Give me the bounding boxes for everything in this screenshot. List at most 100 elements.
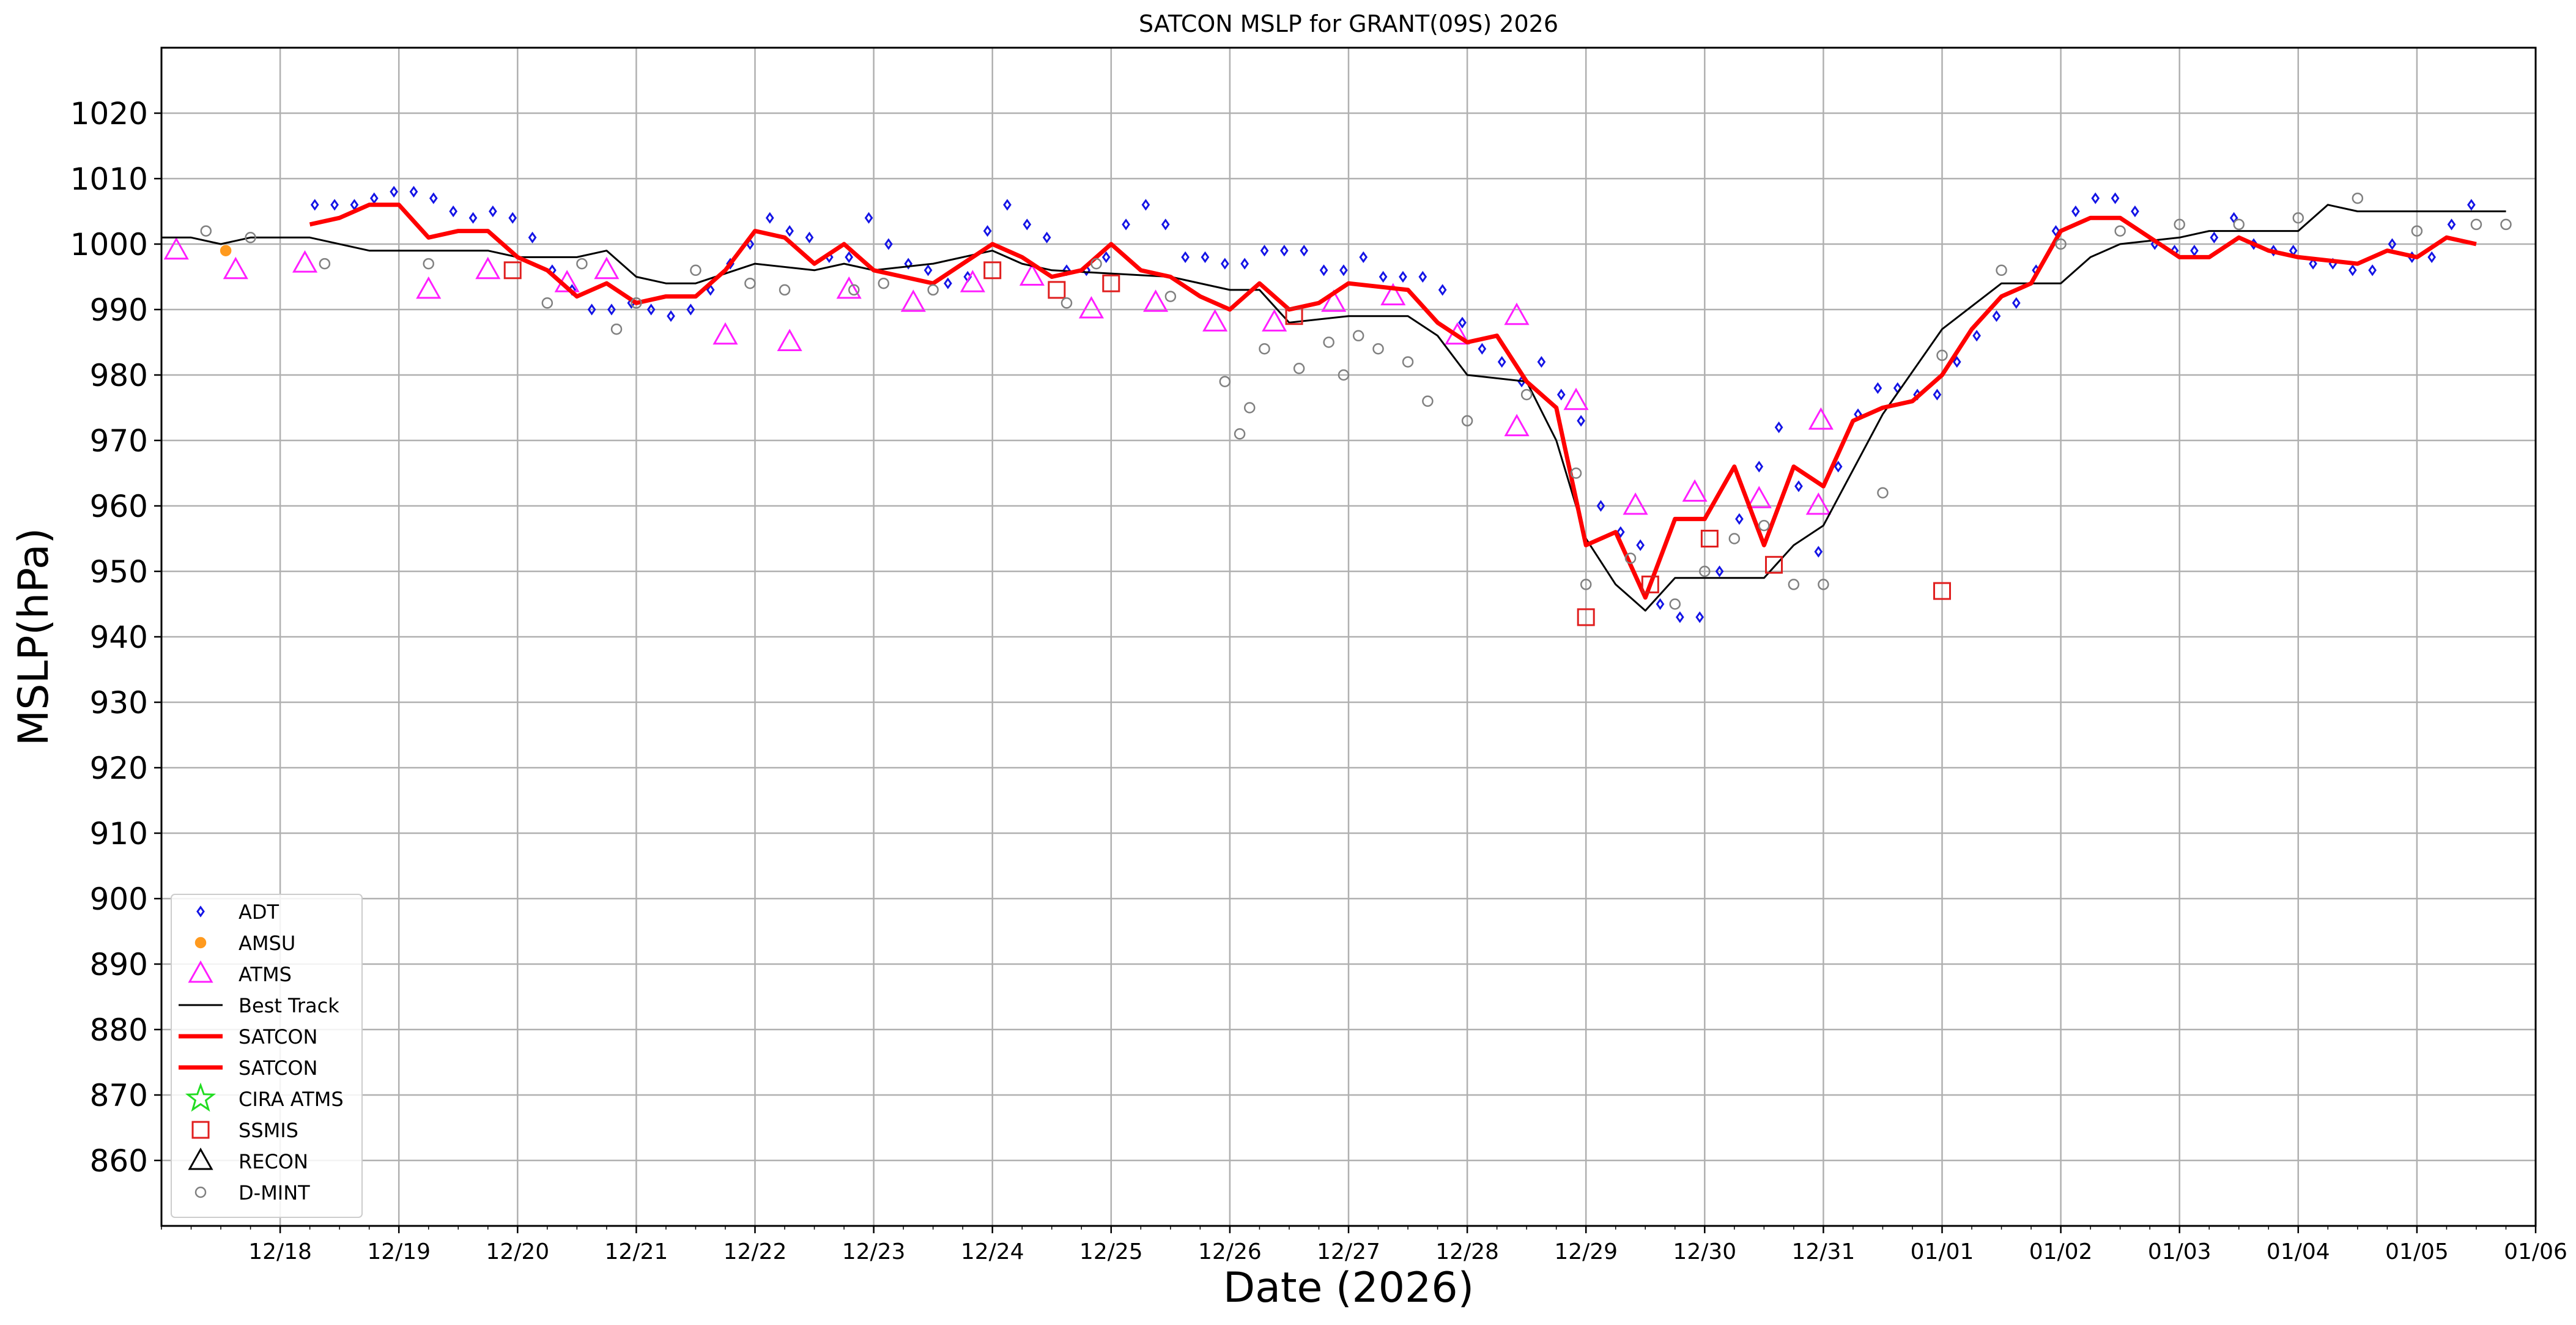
adt-point (1101, 251, 1111, 263)
atms-point (292, 250, 318, 273)
legend-swatch (188, 1147, 213, 1170)
d-mint-point (200, 225, 212, 237)
y-tick-label: 970 (90, 423, 148, 459)
adt-point (1023, 218, 1032, 231)
d-mint-point (631, 297, 642, 309)
adt-point (1794, 480, 1803, 492)
adt-point (1300, 245, 1309, 257)
ssmis-point (1765, 555, 1783, 574)
x-tick-label: 01/04 (2267, 1239, 2330, 1264)
d-mint-point (423, 258, 434, 270)
amsu-point (220, 245, 232, 256)
x-tick-label: 12/27 (1317, 1239, 1380, 1264)
adt-point (1478, 343, 1487, 355)
atms-point (1262, 309, 1287, 332)
d-mint-point (2470, 218, 2482, 231)
atms-point (1682, 479, 1708, 502)
atms-point (1019, 263, 1045, 286)
atms-point (777, 328, 802, 351)
x-tick-label: 01/05 (2385, 1239, 2449, 1264)
adt-point (1755, 461, 1764, 473)
adt-point (1141, 199, 1150, 211)
d-mint-point (1669, 598, 1681, 610)
adt-point (1676, 611, 1684, 623)
adt-point (1715, 565, 1724, 577)
legend-swatch (194, 1186, 207, 1198)
ssmis-point (1933, 582, 1951, 600)
adt-point (2012, 297, 2021, 309)
atms-point (416, 276, 442, 299)
y-tick-label: 890 (90, 947, 148, 982)
legend-swatch (196, 905, 205, 918)
d-mint-point (1259, 343, 1270, 355)
atms-point (1380, 283, 1406, 306)
adt-point (390, 185, 398, 198)
atms-series (163, 237, 1834, 515)
amsu-series (220, 245, 232, 256)
legend-swatch (191, 1121, 210, 1139)
ssmis-point (1641, 575, 1659, 593)
x-tick-label: 01/02 (2029, 1239, 2093, 1264)
legend-label: SATCON (239, 1056, 317, 1080)
adt-point (2427, 251, 2437, 263)
adt-point (765, 212, 774, 224)
legend-label: Best Track (239, 994, 339, 1017)
adt-point (1735, 513, 1744, 525)
ssmis-series (503, 261, 1951, 626)
d-mint-point (2411, 225, 2423, 237)
d-mint-point (541, 297, 553, 309)
adt-point (686, 303, 695, 316)
adt-point (1656, 598, 1665, 611)
atms-point (712, 322, 738, 345)
adt-point (1399, 270, 1407, 283)
d-mint-point (1422, 395, 1434, 407)
atms-point (836, 276, 862, 299)
adt-point (1952, 356, 1961, 368)
legend-label: RECON (239, 1150, 308, 1173)
adt-point (449, 205, 458, 218)
satcon-line (309, 202, 2477, 600)
d-mint-point (319, 258, 331, 270)
legend-label: CIRA ATMS (239, 1088, 344, 1111)
legend-swatch (194, 937, 207, 949)
ssmis-point (983, 261, 1002, 280)
adt-point (1379, 270, 1388, 283)
atms-point (1143, 289, 1169, 312)
legend-label: ADT (239, 900, 279, 924)
d-mint-point (1293, 363, 1305, 374)
y-tick-label: 960 (90, 489, 148, 524)
d-mint-point (576, 258, 588, 270)
adt-point (2388, 238, 2397, 250)
adt-point (2131, 205, 2139, 218)
d-mint-point (1244, 402, 1256, 414)
d-mint-point (1323, 336, 1334, 348)
d-mint-point (1520, 388, 1533, 401)
atms-point (1805, 492, 1831, 515)
d-mint-point (1090, 258, 1102, 270)
d-mint-point (1372, 343, 1384, 355)
d-mint-point (2114, 225, 2126, 237)
atms-point (223, 256, 248, 280)
x-tick-label: 12/28 (1435, 1239, 1499, 1264)
atms-point (900, 289, 926, 312)
legend-label: SATCON (239, 1025, 317, 1048)
legend-label: AMSU (239, 932, 295, 955)
adt-point (1616, 526, 1625, 538)
d-mint-point (1570, 467, 1582, 479)
d-mint-point (1699, 565, 1711, 577)
adt-point (2447, 218, 2456, 231)
d-mint-point (610, 323, 623, 335)
adt-point (2111, 192, 2120, 204)
adt-point (310, 199, 319, 211)
y-tick-label: 880 (90, 1012, 148, 1048)
d-mint-point (1624, 552, 1637, 564)
atms-point (1563, 387, 1589, 410)
x-tick-label: 12/26 (1198, 1239, 1262, 1264)
adt-point (2071, 205, 2080, 218)
atms-point (1504, 414, 1530, 437)
adt-point (1556, 388, 1566, 401)
adt-point (1201, 251, 1210, 263)
y-tick-label: 950 (90, 554, 148, 590)
adt-point (1636, 539, 1645, 551)
atms-point (960, 270, 985, 292)
